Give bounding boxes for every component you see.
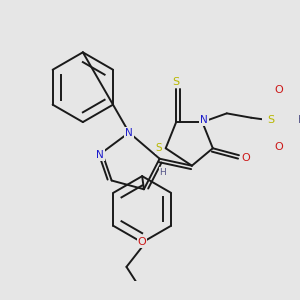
Text: S: S — [155, 143, 162, 153]
Text: O: O — [275, 142, 284, 152]
Text: S: S — [267, 115, 274, 125]
Text: N: N — [125, 128, 133, 138]
Text: H: H — [159, 168, 166, 177]
Text: H: H — [298, 115, 300, 125]
Text: O: O — [138, 237, 146, 248]
Text: O: O — [275, 85, 284, 95]
Text: N: N — [200, 115, 208, 125]
Text: N: N — [96, 150, 104, 160]
Text: O: O — [242, 153, 250, 163]
Text: S: S — [172, 77, 180, 87]
